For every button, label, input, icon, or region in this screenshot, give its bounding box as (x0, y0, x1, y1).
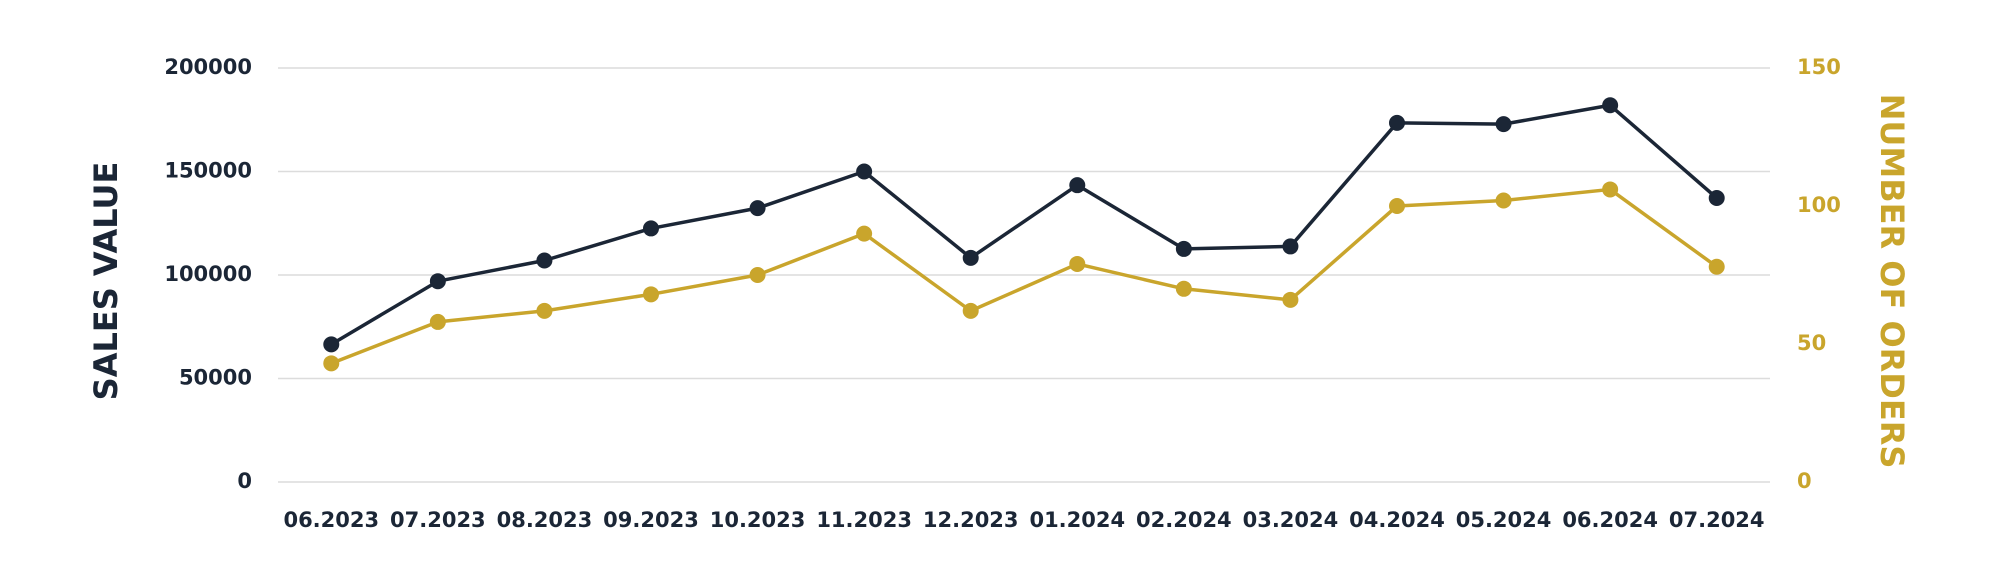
series-marker (1282, 238, 1299, 255)
x-tick-label: 05.2024 (1456, 508, 1552, 532)
y2-tick-label: 0 (1797, 469, 1812, 493)
series-marker (1069, 255, 1086, 272)
series-marker (1495, 116, 1512, 133)
series-marker (856, 163, 873, 180)
series-marker (1389, 198, 1405, 214)
series-marker (643, 286, 659, 303)
y2-tick-label: 50 (1797, 331, 1826, 355)
series-marker (962, 302, 979, 319)
y-tick-label: 0 (237, 469, 252, 493)
series-marker (1069, 177, 1086, 194)
series-marker (643, 220, 659, 237)
series-marker (1175, 280, 1192, 297)
series-marker (962, 249, 979, 266)
series-marker (429, 273, 446, 290)
x-tick-label: 11.2023 (816, 508, 912, 532)
x-tick-label: 06.2023 (283, 508, 379, 532)
y2-tick-label: 150 (1797, 55, 1841, 79)
series-marker (1282, 291, 1299, 308)
series-marker (1602, 97, 1619, 114)
x-tick-label: 10.2023 (710, 508, 806, 532)
y-axis-title: SALES VALUE (87, 162, 125, 401)
x-tick-label: 09.2023 (603, 508, 699, 532)
x-tick-label: 03.2024 (1243, 508, 1339, 532)
y-tick-label: 50000 (179, 366, 252, 390)
x-tick-label: 08.2023 (497, 508, 593, 532)
series-marker (536, 302, 553, 319)
series-line (330, 103, 1718, 346)
series-marker (323, 355, 340, 372)
series-marker (749, 200, 766, 217)
x-tick-label: 02.2024 (1136, 508, 1232, 532)
x-tick-label: 07.2024 (1669, 508, 1765, 532)
series-marker (1602, 181, 1619, 198)
y2-axis-title: NUMBER OF ORDERS (1873, 94, 1911, 469)
x-tick-label: 12.2023 (923, 508, 1019, 532)
x-tick-label: 04.2024 (1349, 508, 1445, 532)
x-tick-label: 01.2024 (1029, 508, 1125, 532)
series-marker (536, 252, 553, 269)
y-tick-label: 150000 (164, 159, 252, 183)
y2-tick-label: 100 (1797, 193, 1841, 217)
x-tick-label: 07.2023 (390, 508, 486, 532)
series-marker (323, 336, 340, 353)
series-marker (1708, 189, 1725, 206)
series-marker (1708, 258, 1725, 275)
series-marker (1175, 240, 1192, 257)
x-tick-label: 06.2024 (1562, 508, 1658, 532)
series-marker (856, 225, 873, 242)
series-line (330, 187, 1718, 365)
y-tick-label: 200000 (164, 55, 252, 79)
series-marker (749, 267, 766, 283)
series-marker (1495, 192, 1512, 209)
y-tick-label: 100000 (164, 262, 252, 286)
series-marker (1389, 114, 1405, 131)
series-marker (429, 313, 446, 330)
